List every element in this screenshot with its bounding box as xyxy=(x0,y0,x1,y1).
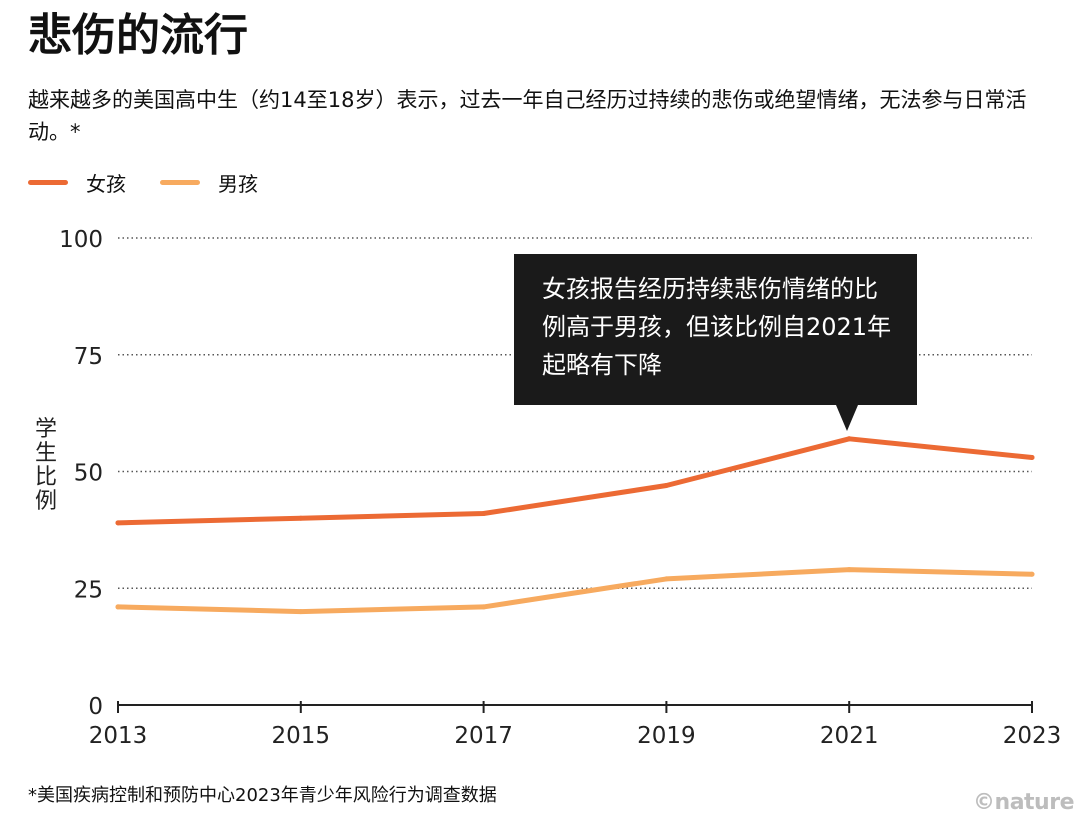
y-tick-label-50: 50 xyxy=(74,461,103,487)
data-point-boys-2017 xyxy=(481,604,487,610)
data-point-girls-2015 xyxy=(298,515,304,521)
series-line-girls xyxy=(115,436,1035,526)
annotation-pointer xyxy=(836,405,858,431)
data-point-girls-2019 xyxy=(663,483,669,489)
chart-title: 悲伤的流行 xyxy=(28,10,248,61)
legend-swatch-girls xyxy=(28,179,68,185)
nature-credit: ©nature xyxy=(973,790,1074,815)
data-point-boys-2015 xyxy=(298,609,304,615)
y-tick-label-75: 75 xyxy=(74,344,103,370)
x-tick-label-2023: 2023 xyxy=(1003,723,1062,749)
legend-item-girls: 女孩 xyxy=(28,168,126,197)
x-tick-label-2013: 2013 xyxy=(89,723,148,749)
data-point-girls-2013 xyxy=(115,520,121,526)
data-point-girls-2023 xyxy=(1029,454,1035,460)
data-point-boys-2023 xyxy=(1029,571,1035,577)
data-point-girls-2017 xyxy=(481,511,487,517)
legend-label-girls: 女孩 xyxy=(86,171,126,196)
annotation-callout: 女孩报告经历持续悲伤情绪的比例高于男孩，但该比例自2021年起略有下降 xyxy=(514,254,917,405)
series-line-boys xyxy=(115,567,1035,615)
footnote: *美国疾病控制和预防中心2023年青少年风险行为调查数据 xyxy=(28,785,497,806)
y-axis-label: 学生比例 xyxy=(35,417,57,514)
y-tick-label-100: 100 xyxy=(59,227,103,253)
legend: 女孩 男孩 xyxy=(28,168,292,196)
data-point-boys-2019 xyxy=(663,576,669,582)
data-point-boys-2013 xyxy=(115,604,121,610)
legend-swatch-boys xyxy=(160,179,200,185)
legend-label-boys: 男孩 xyxy=(218,171,258,196)
chart-subtitle: 越来越多的美国高中生（约14至18岁）表示，过去一年自己经历过持续的悲伤或绝望情… xyxy=(28,88,1027,144)
x-tick-label-2015: 2015 xyxy=(272,723,331,749)
data-point-girls-2021 xyxy=(846,436,852,442)
data-point-boys-2021 xyxy=(846,567,852,573)
x-tick-label-2019: 2019 xyxy=(637,723,696,749)
y-tick-label-0: 0 xyxy=(88,694,103,720)
y-tick-label-25: 25 xyxy=(74,577,103,603)
x-tick-label-2021: 2021 xyxy=(820,723,879,749)
legend-item-boys: 男孩 xyxy=(160,168,258,197)
x-tick-label-2017: 2017 xyxy=(454,723,513,749)
